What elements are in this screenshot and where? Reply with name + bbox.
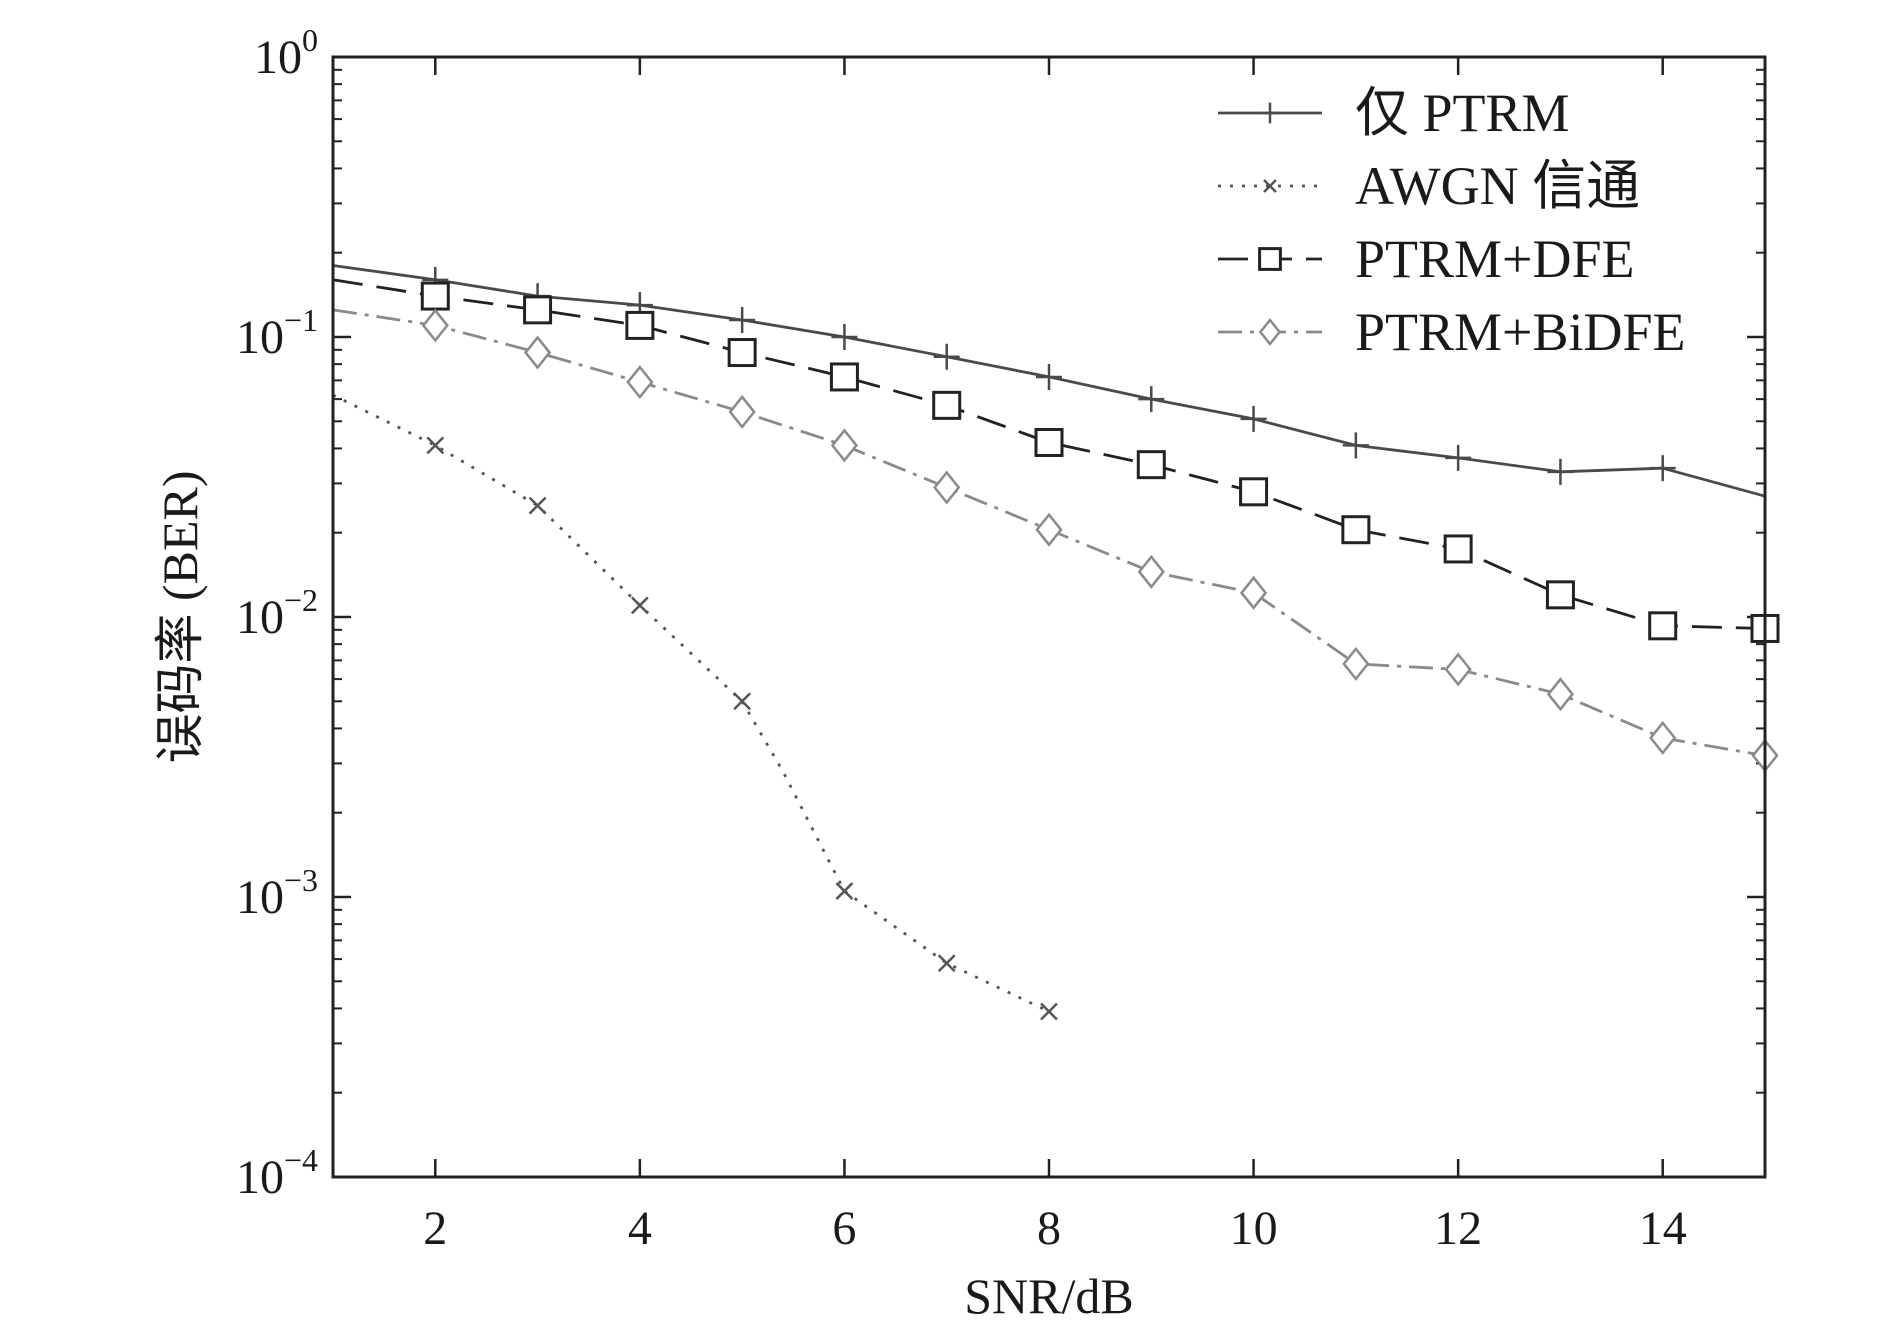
legend-label: 仅 PTRM [1355,83,1570,143]
data-point-marker [1136,450,1166,480]
data-point-marker [1648,611,1678,641]
data-point-marker [1035,512,1063,547]
series-3 [332,308,1779,773]
data-point-marker [626,365,654,400]
data-point-marker [1040,1002,1058,1021]
series-line [332,278,1766,630]
data-point-marker [523,335,552,370]
data-point-marker [630,596,649,615]
data-point-marker [1546,677,1575,712]
data-point-marker [528,496,547,515]
data-point-marker [421,308,449,343]
y-tick-labels: 100 10−1 10−2 10−3 10−4 [236,22,318,1204]
legend-item: AWGN 信通 [1218,156,1640,216]
legend-label: PTRM+DFE [1355,229,1635,289]
plot-frame [331,55,1767,1179]
legend-marker [1258,247,1282,271]
data-point-marker [728,394,756,429]
data-point-marker [1341,515,1371,545]
data-point-marker [1137,554,1165,589]
data-point-marker [835,882,854,900]
y-tick-label: 10−1 [236,302,318,364]
legend-marker [1258,317,1282,347]
legend-marker [1263,179,1277,193]
legend: 仅 PTRM AWGN 信通 PTRM+DFE PTRM+BiDFE [1218,83,1686,362]
data-point-marker [1239,477,1269,507]
data-point-marker [523,295,553,325]
data-point-marker [727,338,757,368]
legend-label: PTRM+BiDFE [1355,302,1686,362]
x-tick-label: 10 [1230,1202,1278,1255]
data-point-marker [1036,363,1062,390]
data-point-marker [1342,646,1370,681]
data-point-marker [1445,444,1472,471]
data-point-marker [1444,652,1472,687]
x-tick-label: 8 [1037,1202,1061,1255]
data-point-marker [733,692,752,711]
data-point-marker [933,343,960,370]
series-layer [332,264,1780,1021]
data-point-marker [1547,458,1574,485]
y-axis-title: 误码率 (BER) [152,470,208,763]
data-point-marker [933,470,961,505]
data-point-marker [625,310,655,340]
x-tick-labels: 2 4 6 8 10 12 14 [423,1202,1686,1255]
data-point-marker [1443,534,1473,564]
legend-item: PTRM+BiDFE [1218,302,1686,362]
x-tick-label: 6 [832,1202,856,1255]
data-point-marker [420,281,450,311]
series-1 [332,393,1058,1021]
data-point-marker [729,307,756,334]
y-tick-label: 10−3 [236,862,318,924]
data-point-marker [1342,432,1369,459]
data-point-marker [1649,720,1677,755]
y-tick-label: 10−2 [236,582,318,644]
data-point-marker [830,428,859,463]
data-point-marker [831,324,858,350]
data-point-marker [937,954,956,973]
x-tick-label: 14 [1639,1202,1687,1255]
data-point-marker [1138,386,1165,413]
x-tick-label: 2 [423,1202,447,1255]
x-tick-label: 12 [1434,1202,1482,1255]
legend-label: AWGN 信通 [1355,156,1640,216]
data-point-marker [1239,575,1268,610]
legend-item: PTRM+DFE [1218,229,1635,289]
y-tick-label: 100 [254,22,318,84]
legend-item: 仅 PTRM [1218,83,1570,143]
x-tick-label: 4 [628,1202,652,1255]
data-point-marker [1034,427,1064,457]
data-point-marker [1545,580,1575,610]
data-point-marker [1649,455,1676,482]
series-2 [332,278,1780,643]
legend-marker [1259,102,1281,124]
data-point-marker [932,390,962,420]
x-axis-title: SNR/dB [964,1268,1134,1324]
y-tick-label: 10−4 [236,1142,318,1204]
data-point-marker [426,436,445,455]
data-point-marker [829,362,859,392]
data-point-marker [1240,405,1267,432]
